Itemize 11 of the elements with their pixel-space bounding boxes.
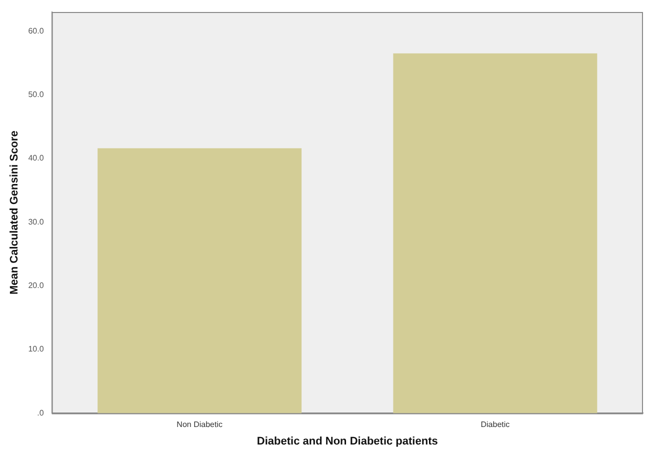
- y-tick-label: 20.0: [28, 281, 44, 290]
- y-axis-title: Mean Calculated Gensini Score: [8, 130, 21, 295]
- x-axis-title: Diabetic and Non Diabetic patients: [256, 435, 438, 448]
- y-tick-label: 40.0: [28, 154, 44, 163]
- y-tick-label: 50.0: [28, 90, 44, 99]
- y-tick-label: 10.0: [28, 344, 44, 354]
- x-tick-label: Diabetic: [480, 420, 510, 430]
- x-tick-label: Non Diabetic: [176, 420, 222, 430]
- y-tick-label: 30.0: [28, 217, 44, 226]
- y-tick-label: .0: [37, 408, 44, 418]
- y-tick-label: 60.0: [28, 26, 44, 36]
